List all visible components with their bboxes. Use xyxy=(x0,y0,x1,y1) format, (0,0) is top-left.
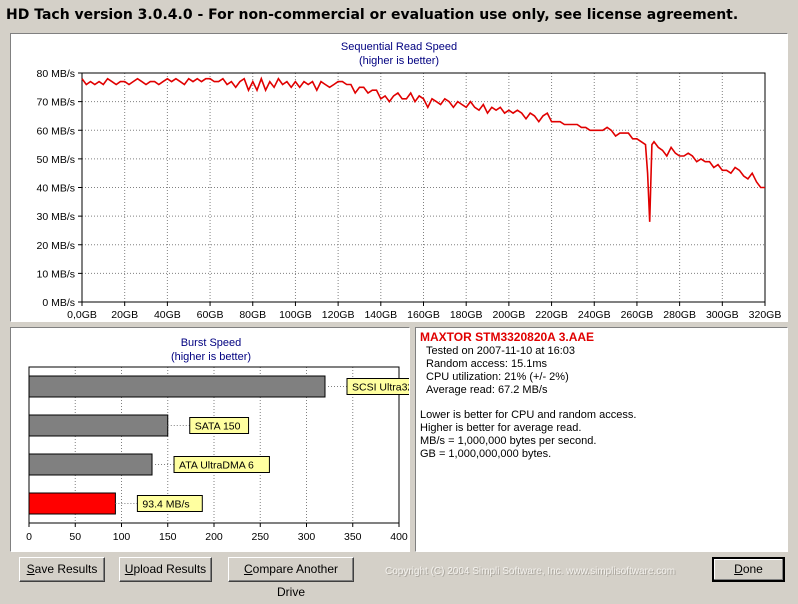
burst-x-tick-label: 200 xyxy=(205,531,223,543)
upload-results-accel: U xyxy=(124,562,134,576)
window-title: HD Tach version 3.0.4.0 - For non-commer… xyxy=(6,7,739,23)
burst-label-box xyxy=(346,378,409,395)
burst-plot-frame xyxy=(28,366,400,524)
seq-x-tick-label: 140GB xyxy=(364,309,397,321)
burst-x-tick-label: 150 xyxy=(159,531,177,543)
drive-name: MAXTOR STM3320820A 3.AAE xyxy=(420,330,595,344)
seq-chart-title: Sequential Read Speed xyxy=(340,41,458,53)
note-lower-better: Lower is better for CPU and random acces… xyxy=(420,409,637,421)
seq-x-tick-label: 80GB xyxy=(239,309,266,321)
seq-x-tick-label: 180GB xyxy=(450,309,483,321)
cpu-utilization: CPU utilization: 21% (+/- 2%) xyxy=(426,371,569,383)
burst-label-box xyxy=(136,495,203,512)
burst-bar-label: ATA UltraDMA 6 xyxy=(179,460,254,472)
seq-x-tick-label: 0,0GB xyxy=(67,309,97,321)
drive-info-panel: MAXTOR STM3320820A 3.AAE Tested on 2007-… xyxy=(415,327,788,552)
random-access: Random access: 15.1ms xyxy=(426,358,548,370)
burst-bar-label: 93.4 MB/s xyxy=(142,499,189,511)
note-higher-better: Higher is better for average read. xyxy=(420,422,582,434)
burst-bar xyxy=(28,492,116,515)
burst-label-box xyxy=(189,417,250,434)
seq-y-tick-label: 60 MB/s xyxy=(36,125,75,137)
seq-y-tick-label: 30 MB/s xyxy=(36,211,75,223)
done-label: one xyxy=(742,562,763,576)
burst-chart-subtitle: (higher is better) xyxy=(170,351,252,363)
seq-x-tick-label: 260GB xyxy=(621,309,654,321)
seq-chart: 0,0GB 20GB 40GB 60GB 80GB 100GB 120GB 140GB 160G… xyxy=(36,68,782,321)
seq-y-tick-label: 20 MB/s xyxy=(36,240,75,252)
seq-x-tick-label: 120GB xyxy=(322,309,355,321)
seq-x-tick-label: 300GB xyxy=(706,309,739,321)
burst-x-tick-label: 300 xyxy=(298,531,316,543)
burst-chart-title: Burst Speed xyxy=(180,337,242,349)
done-button[interactable]: Done xyxy=(712,557,785,582)
burst-bar xyxy=(28,375,326,398)
seq-x-tick-label: 160GB xyxy=(407,309,440,321)
seq-y-tick-label: 40 MB/s xyxy=(36,183,75,195)
compare-drive-button[interactable]: Compare Another Drive xyxy=(228,557,354,599)
seq-x-tick-label: 60GB xyxy=(197,309,224,321)
burst-label-box xyxy=(173,456,270,473)
seq-read-series-line xyxy=(81,76,765,222)
burst-bar xyxy=(28,414,169,437)
burst-x-tick-label: 0 xyxy=(26,531,32,543)
title-bar: HD Tach version 3.0.4.0 - For non-commer… xyxy=(0,0,798,30)
seq-y-tick-label: 70 MB/s xyxy=(36,97,75,109)
upload-results-button[interactable]: Upload Results xyxy=(119,557,212,582)
seq-y-tick-label: 80 MB/s xyxy=(36,68,75,80)
note-mbs-definition: MB/s = 1,000,000 bytes per second. xyxy=(420,435,597,447)
save-results-accel: S xyxy=(26,562,35,576)
seq-chart-subtitle: (higher is better) xyxy=(358,55,440,67)
done-accel: D xyxy=(734,562,743,576)
sequential-read-panel: Sequential Read Speed (higher is better)… xyxy=(10,33,788,322)
burst-chart: 0 50 100 150 200 250 300 350 400 SCSI Ultra320 SAT… xyxy=(26,366,409,543)
seq-x-tick-label: 200GB xyxy=(493,309,526,321)
seq-x-tick-label: 40GB xyxy=(154,309,181,321)
tested-date: Tested on 2007-11-10 at 16:03 xyxy=(426,345,576,357)
seq-x-tick-label: 100GB xyxy=(279,309,312,321)
save-results-label: ave Results xyxy=(34,562,98,576)
compare-drive-accel: C xyxy=(243,562,253,576)
seq-x-tick-label: 20GB xyxy=(111,309,138,321)
upload-results-label: pload Results xyxy=(133,562,207,576)
seq-x-tick-label: 220GB xyxy=(535,309,568,321)
burst-speed-panel: Burst Speed (higher is better) 0 50 100 150… xyxy=(10,327,410,552)
seq-y-tick-label: 10 MB/s xyxy=(36,268,75,280)
burst-bar xyxy=(28,453,153,476)
note-gb-definition: GB = 1,000,000,000 bytes. xyxy=(420,448,552,460)
seq-y-tick-label: 50 MB/s xyxy=(36,154,75,166)
seq-x-tick-label: 280GB xyxy=(663,309,696,321)
burst-x-tick-label: 350 xyxy=(344,531,362,543)
seq-y-tick-label: 0 MB/s xyxy=(42,297,75,309)
average-read: Average read: 67.2 MB/s xyxy=(426,384,548,396)
burst-x-tick-label: 100 xyxy=(113,531,131,543)
seq-x-tick-label: 320GB xyxy=(749,309,782,321)
compare-drive-label: ompare Another Drive xyxy=(252,562,339,599)
burst-x-tick-label: 250 xyxy=(251,531,269,543)
burst-x-tick-label: 400 xyxy=(390,531,408,543)
burst-bar-label: SATA 150 xyxy=(195,421,241,433)
save-results-button[interactable]: Save Results xyxy=(19,557,105,582)
copyright-text: Copyright (C) 2004 Simpli Software, Inc.… xyxy=(385,566,676,577)
seq-x-tick-label: 240GB xyxy=(578,309,611,321)
burst-x-tick-label: 50 xyxy=(69,531,81,543)
burst-bar-label: SCSI Ultra320 xyxy=(352,382,409,394)
